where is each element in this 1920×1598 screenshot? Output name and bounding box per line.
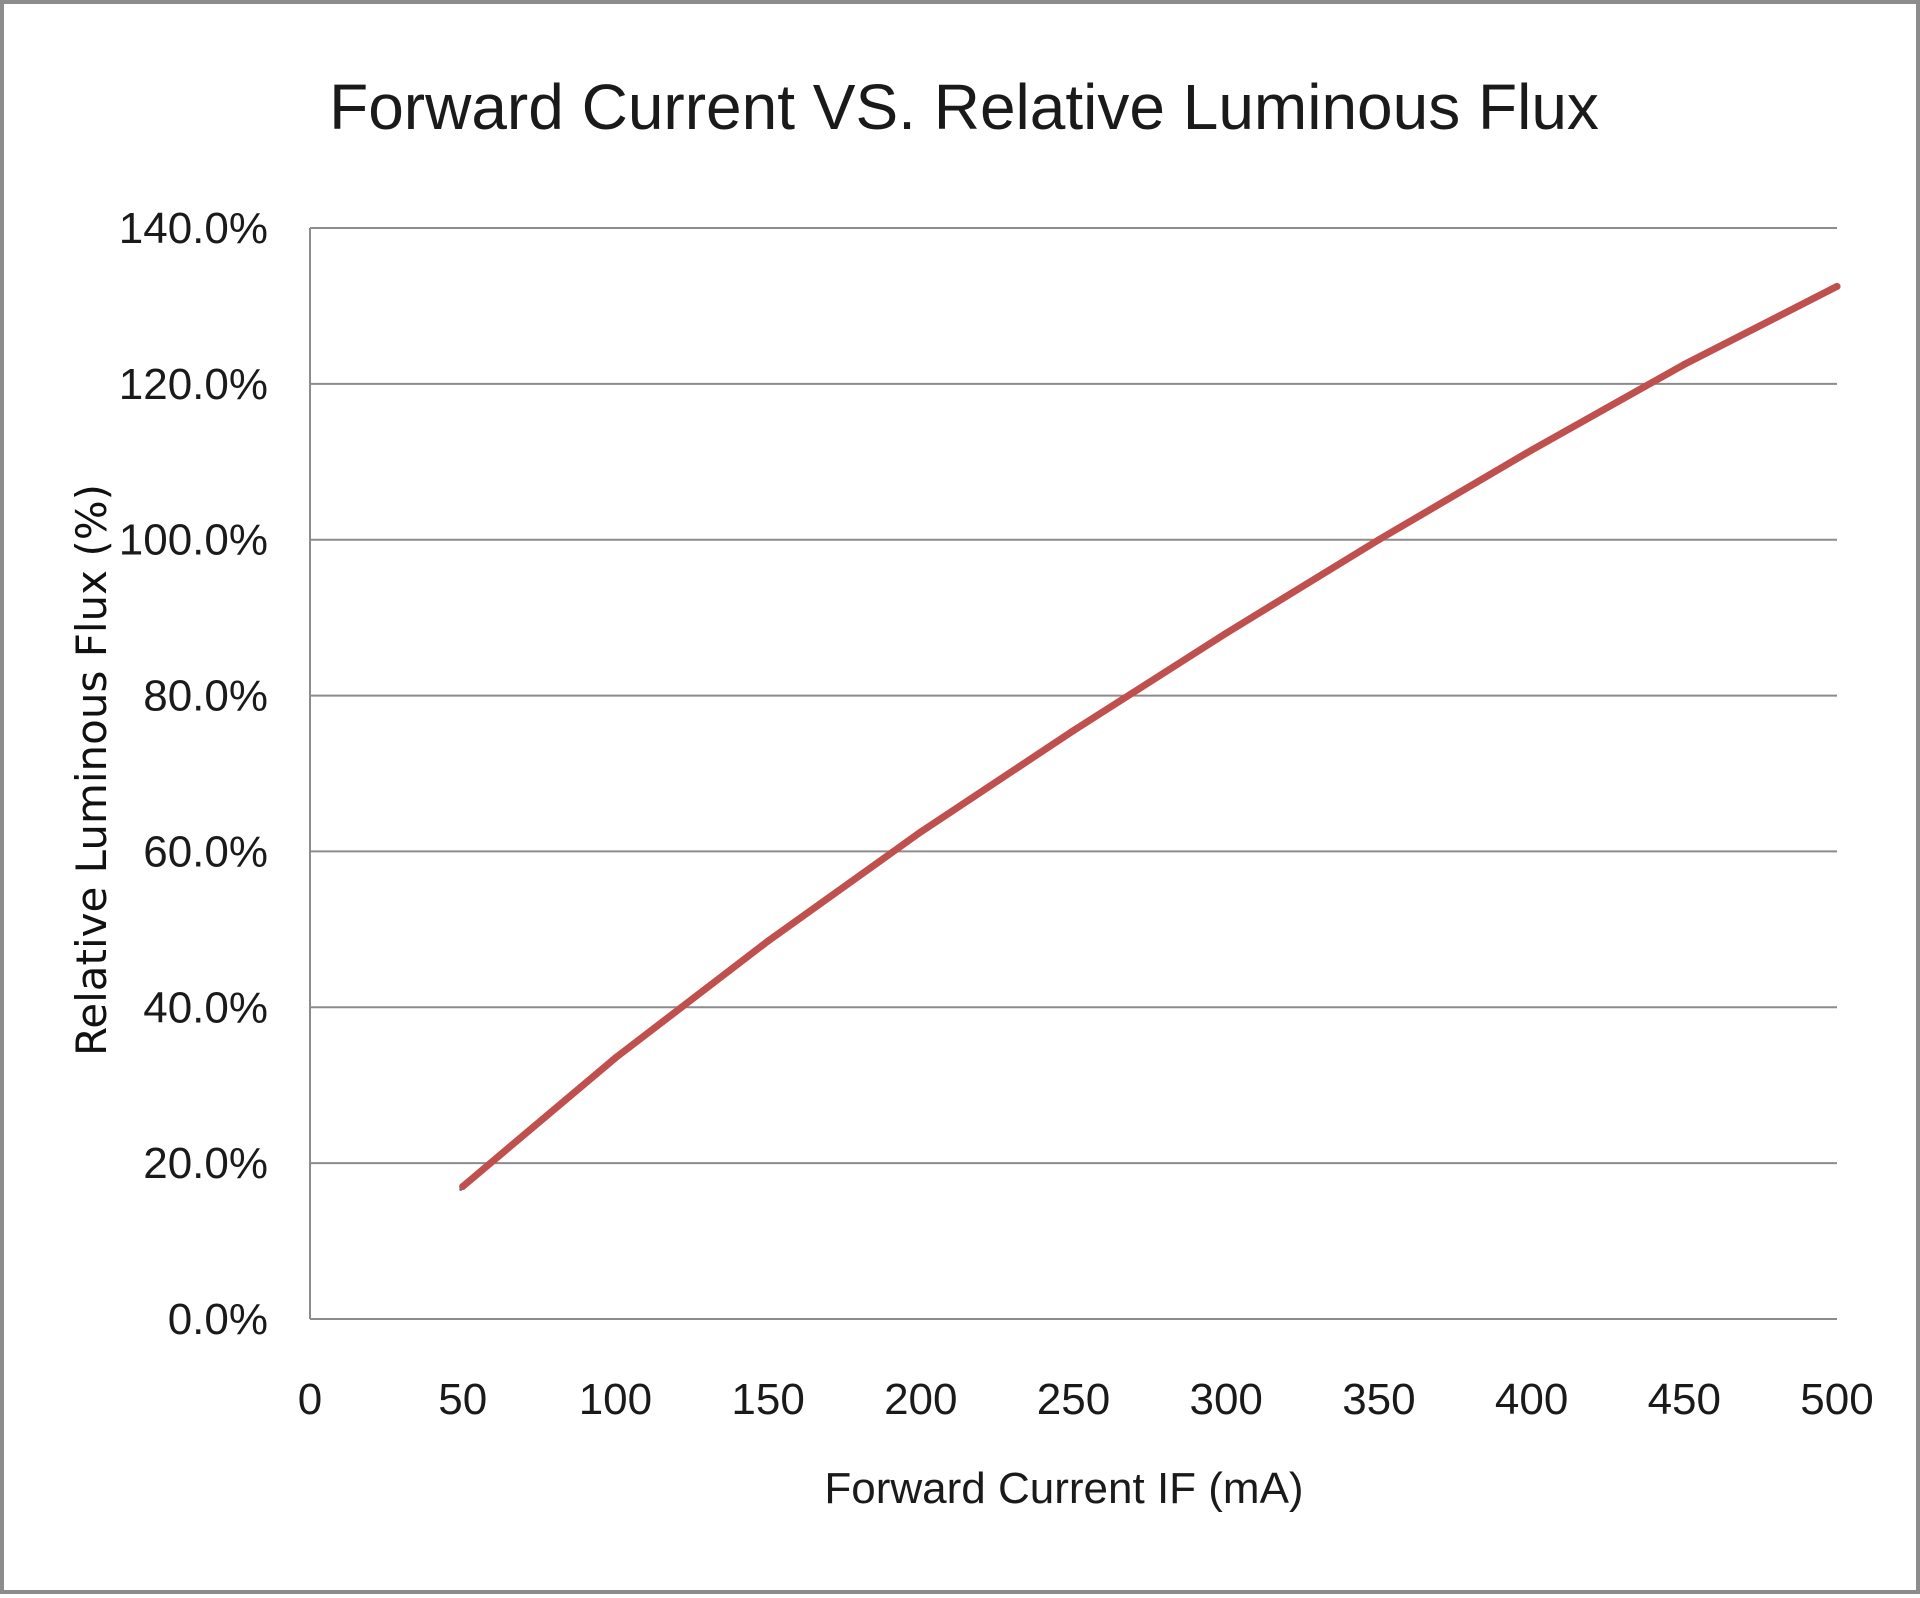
x-tick-label: 50 bbox=[438, 1375, 487, 1424]
y-axis-label: Relative Luminous Flux (%) bbox=[67, 484, 116, 1056]
data-point bbox=[1375, 536, 1383, 544]
data-point bbox=[1070, 727, 1077, 735]
data-point bbox=[917, 828, 925, 836]
grid-lines bbox=[310, 227, 1837, 1165]
x-tick-label: 0 bbox=[298, 1375, 322, 1424]
chart-title: Forward Current VS. Relative Luminous Fl… bbox=[329, 71, 1599, 143]
y-tick-label: 40.0% bbox=[143, 983, 268, 1032]
y-tick-label: 100.0% bbox=[119, 516, 268, 565]
y-tick-labels: 0.0% 20.0% 40.0% 60.0% 80.0% 100.0% 120.0% 140.… bbox=[119, 204, 268, 1344]
y-tick-label: 140.0% bbox=[119, 204, 268, 253]
x-tick-label: 200 bbox=[884, 1375, 957, 1424]
y-tick-label: 60.0% bbox=[143, 827, 268, 876]
x-axis-label: Forward Current IF (mA) bbox=[824, 1464, 1303, 1513]
axes bbox=[309, 228, 1837, 1320]
x-tick-label: 100 bbox=[579, 1375, 652, 1424]
x-tick-label: 250 bbox=[1037, 1375, 1110, 1424]
data-point bbox=[1680, 360, 1688, 368]
data-point bbox=[611, 1054, 619, 1062]
y-tick-label: 0.0% bbox=[168, 1295, 268, 1344]
y-tick-label: 120.0% bbox=[119, 360, 268, 409]
data-point bbox=[1222, 629, 1230, 637]
x-tick-label: 350 bbox=[1342, 1375, 1415, 1424]
series-shadow-line bbox=[459, 287, 1837, 1191]
x-tick-label: 400 bbox=[1495, 1375, 1568, 1424]
y-tick-label: 80.0% bbox=[143, 672, 268, 721]
data-point bbox=[1833, 282, 1841, 290]
data-point bbox=[764, 937, 772, 945]
x-tick-label: 150 bbox=[731, 1375, 804, 1424]
x-tick-labels: 0 50 100 150 200 250 300 350 400 450 500 bbox=[298, 1375, 1874, 1424]
y-tick-label: 20.0% bbox=[143, 1139, 268, 1188]
x-tick-label: 300 bbox=[1189, 1375, 1262, 1424]
x-tick-label: 500 bbox=[1800, 1375, 1873, 1424]
series-layer bbox=[459, 282, 1841, 1191]
series-line-0 bbox=[459, 282, 1841, 1190]
chart-canvas: Forward Current VS. Relative Luminous Fl… bbox=[67, 71, 1874, 1513]
data-point bbox=[1528, 446, 1536, 454]
x-tick-label: 450 bbox=[1648, 1375, 1721, 1424]
data-point bbox=[459, 1183, 467, 1191]
